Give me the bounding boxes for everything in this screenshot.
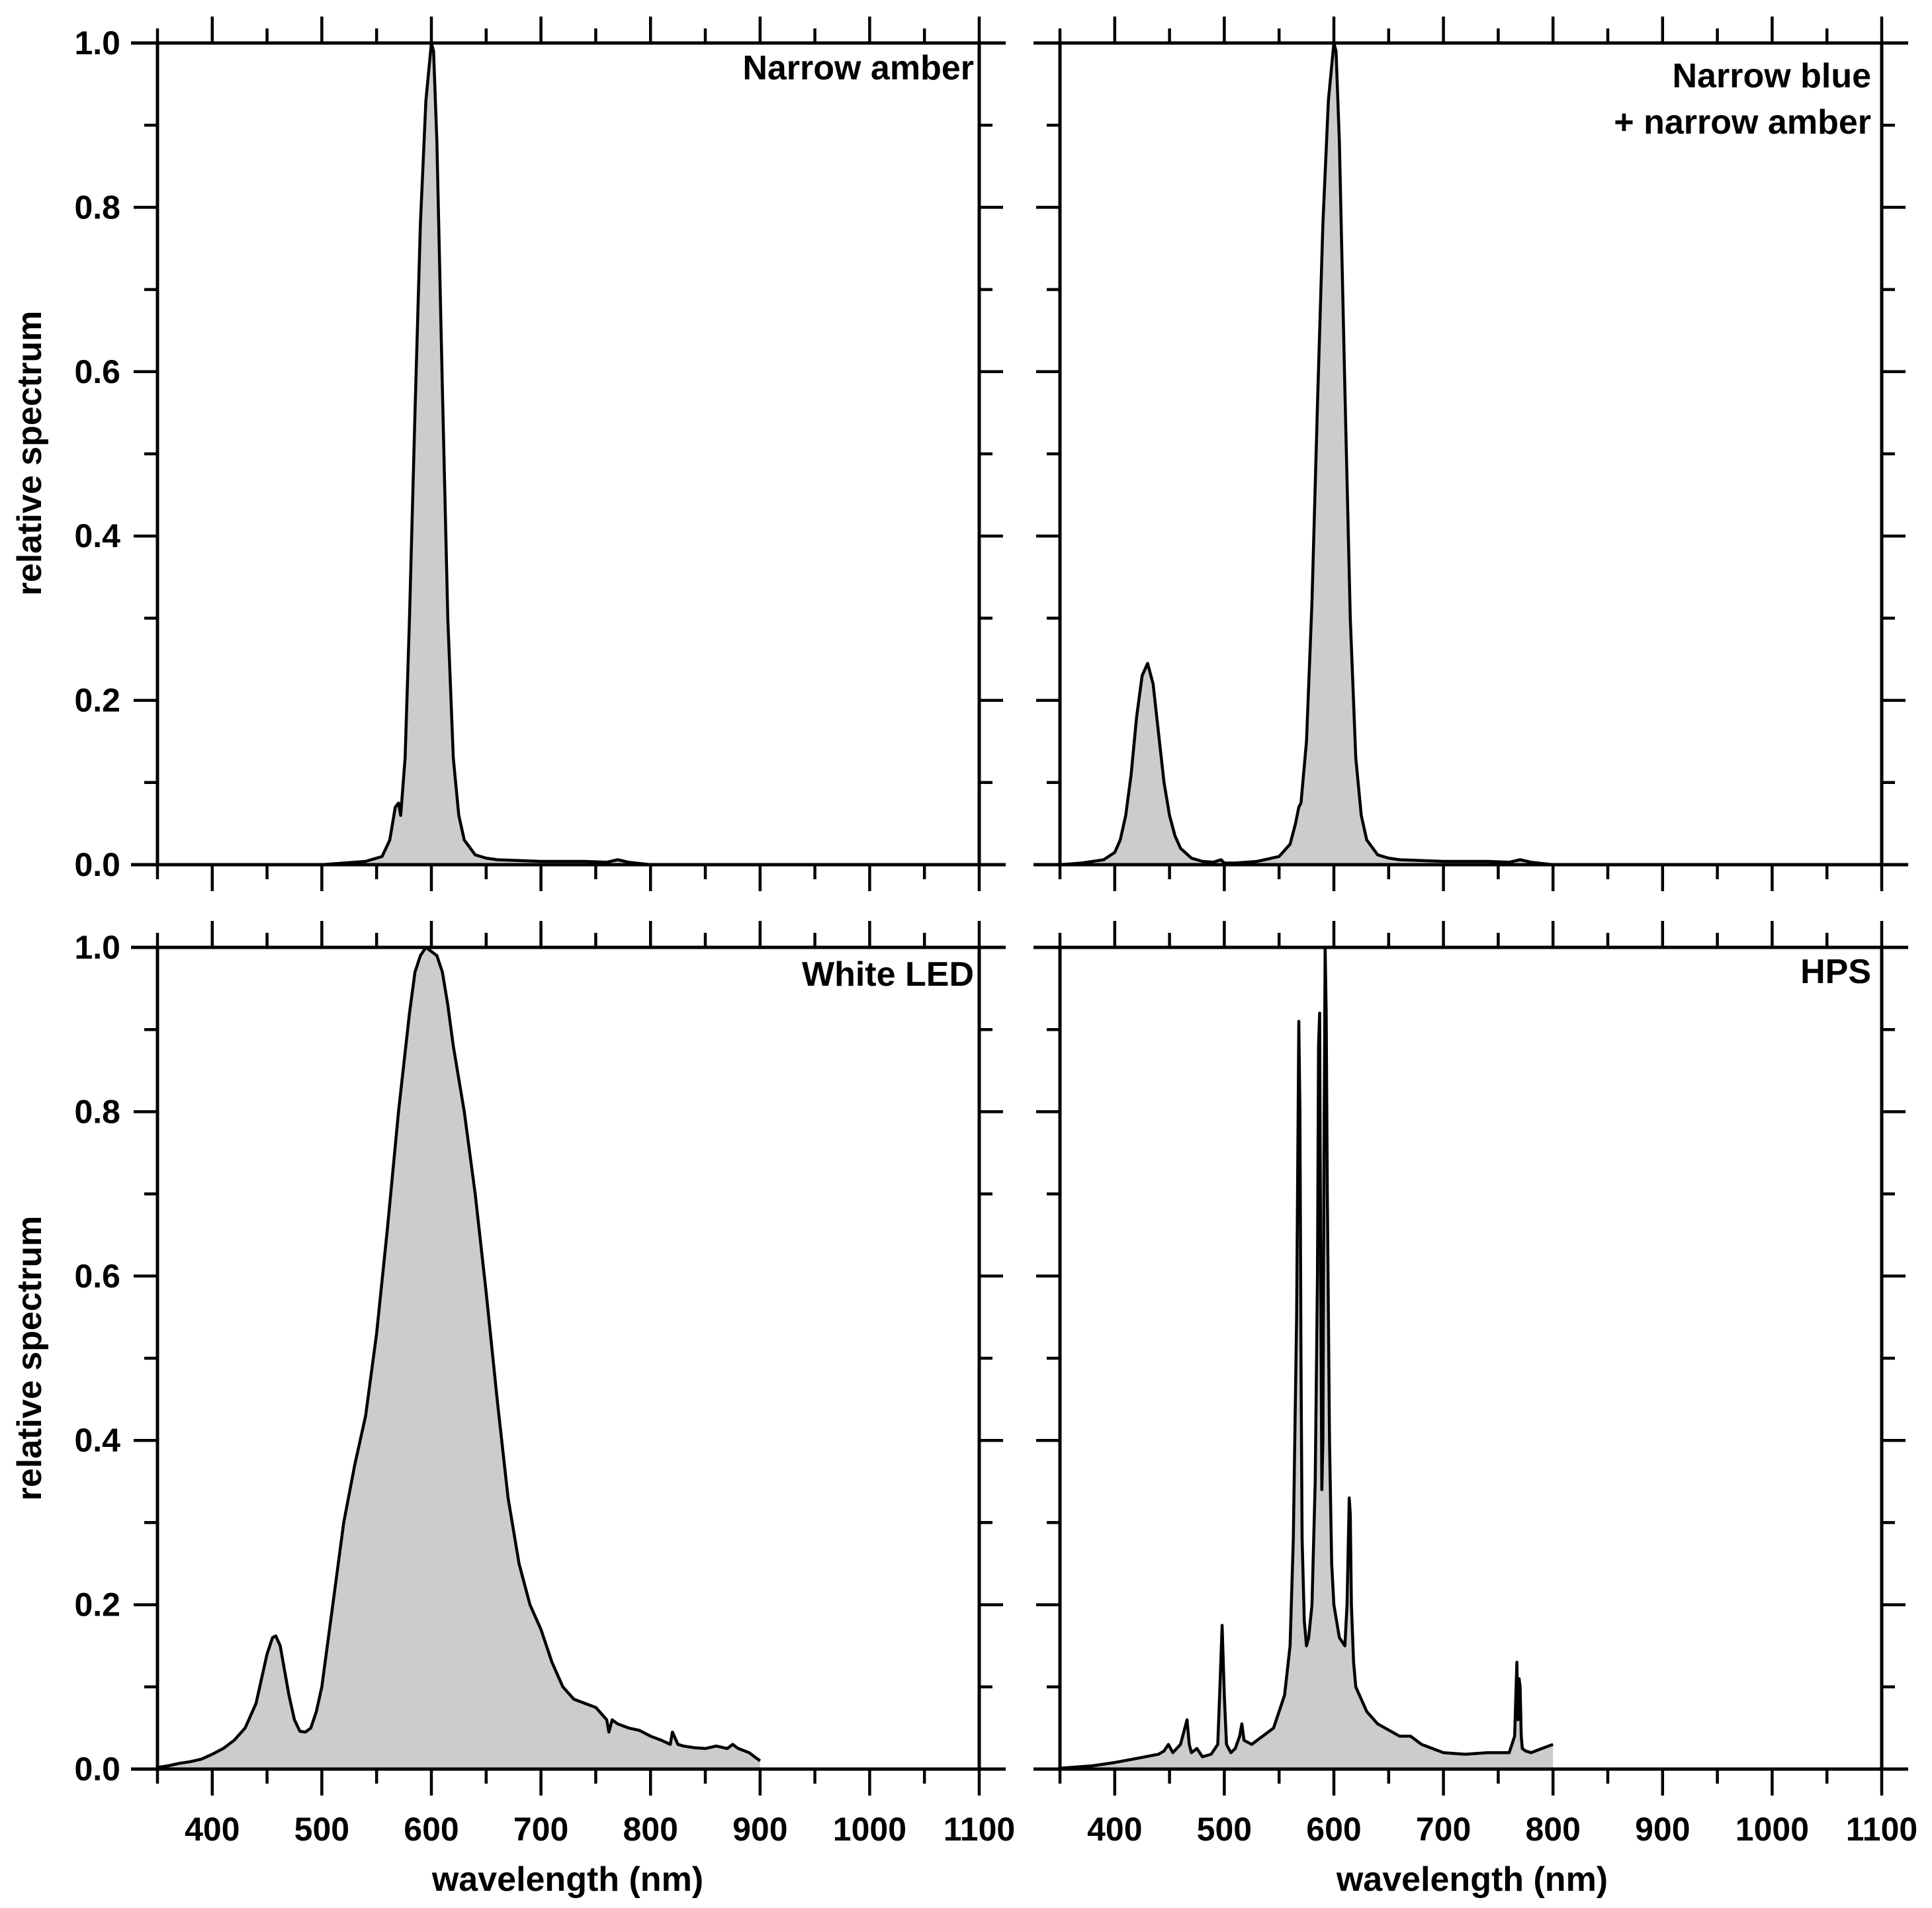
y-axis-label-top: relative spectrum [11,311,49,596]
x-tick-label: 600 [404,1811,459,1848]
x-tick-label: 800 [623,1811,678,1848]
panel-title: + narrow amber [1614,103,1871,142]
x-tick-label: 400 [1087,1811,1142,1848]
x-axis-label-left: wavelength (nm) [431,1860,703,1899]
y-tick-label: 0.6 [74,353,120,390]
panel-narrow-amber: 0.0 0.2 0.4 0.6 0.8 1.0 Narrow amber [74,17,1006,891]
panel-title: White LED [802,955,974,994]
spectrum-line [1059,945,1554,1770]
x-tick-label: 1100 [944,1811,1015,1848]
panel-hps: 400 500 600 700 800 900 1000 1100 HPS [1033,921,1917,1848]
panel-title: Narrow amber [742,49,974,87]
y-tick-label: 0.2 [74,682,120,719]
y-tick-label: 0.0 [74,1751,120,1788]
x-tick-label: 800 [1525,1811,1580,1848]
panel-title: Narrow blue [1673,57,1872,95]
spectrum-line [322,41,651,867]
x-tick-label: 600 [1306,1811,1361,1848]
x-tick-label: 900 [1635,1811,1690,1848]
x-tick-label: 500 [1197,1811,1252,1848]
y-tick-label: 0.2 [74,1586,120,1624]
y-tick-label: 1.0 [74,24,120,62]
y-tick-label: 0.4 [74,517,120,554]
spectrum-line [157,945,762,1769]
y-tick-label: 0.6 [74,1258,120,1295]
x-axis-label-right: wavelength (nm) [1336,1860,1608,1899]
y-axis-label-bottom: relative spectrum [11,1216,49,1501]
spectrum-line [1059,41,1554,867]
panel-title: HPS [1800,953,1871,991]
x-tick-label: 1000 [833,1811,906,1848]
y-tick-label: 0.4 [74,1422,120,1459]
x-tick-label: 700 [1416,1811,1471,1848]
y-tick-label: 0.8 [74,189,120,226]
spectrum-fill [157,947,760,1769]
y-tick-label: 0.0 [74,846,120,883]
panel-narrow-blue-amber: Narrow blue + narrow amber [1033,17,1908,891]
panel-white-led: 0.0 0.2 0.4 0.6 0.8 1.0 400 500 600 700 800 900 1000… [74,921,1015,1848]
x-tick-label: 400 [185,1811,240,1848]
y-tick-label: 0.8 [74,1093,120,1130]
x-tick-label: 900 [732,1811,787,1848]
x-tick-label: 1000 [1735,1811,1809,1848]
y-tick-label: 1.0 [74,929,120,966]
x-tick-label: 500 [294,1811,349,1848]
x-tick-label: 1100 [1846,1811,1917,1848]
x-tick-label: 700 [513,1811,568,1848]
